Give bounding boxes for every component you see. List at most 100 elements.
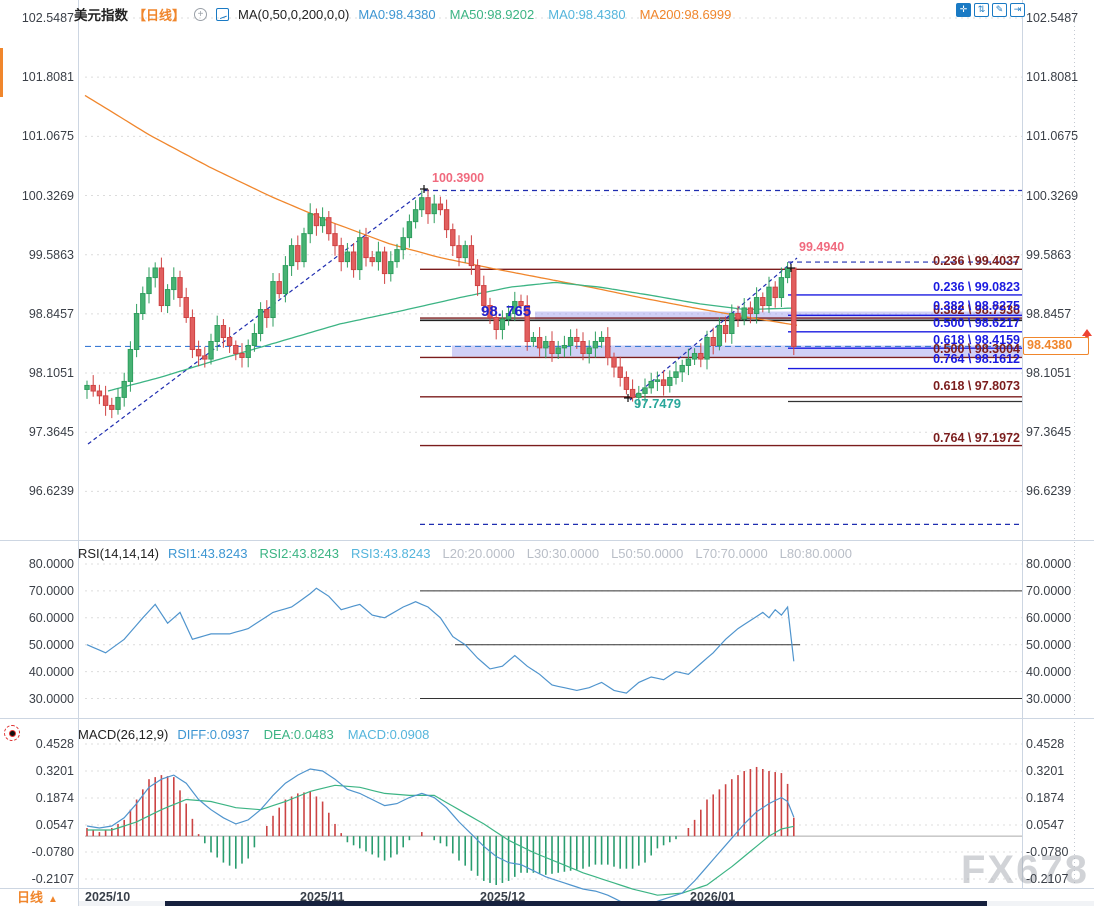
- main-axis-label-right: 97.3645: [1026, 425, 1072, 440]
- rsi-params: RSI(14,14,14): [78, 546, 159, 561]
- rsi-value: L20:20.0000: [442, 546, 515, 561]
- rsi-value: L30:30.0000: [526, 546, 600, 561]
- macd-axis-label-left: 0.1874: [35, 791, 74, 805]
- main-axis-label-left: 98.8457: [28, 306, 74, 321]
- main-axis-label-left: 102.5487: [21, 11, 74, 25]
- rsi-axis-label-left: 70.0000: [28, 583, 74, 598]
- main-axis-label-left: 101.8081: [21, 70, 74, 85]
- main-chart-header: 美元指数 【日线】 + MA(0,50,0,200,0,0) MA0:98.43…: [74, 4, 731, 24]
- fib-label-blue: 0.764 \ 98.1612: [933, 352, 1020, 366]
- rsi-value: RSI2:43.8243: [259, 546, 339, 561]
- rsi-axis-label-right: 40.0000: [1026, 664, 1072, 679]
- macd-axis-label-right: 0.4528: [1026, 737, 1065, 751]
- main-axis-label-left: 100.3269: [21, 188, 74, 203]
- ma-values: MA0:98.4380 MA50:98.9202 MA0:98.4380 MA200:…: [358, 7, 731, 22]
- fib-label-blue: 0.618 \ 98.4159: [933, 333, 1020, 347]
- ma-value: MA200:98.6999: [639, 6, 732, 22]
- rsi-axis-label-left: 30.0000: [28, 691, 74, 706]
- rsi-axis-label-left: 50.0000: [28, 637, 74, 652]
- x-axis-month-label: 2025/11: [300, 890, 345, 904]
- price-annotation: 99.4940: [799, 240, 845, 254]
- macd-value: MACD:0.0908: [347, 727, 430, 742]
- fib-label-blue: 0.500 \ 98.6217: [933, 316, 1020, 330]
- symbol-name: 美元指数: [74, 8, 128, 23]
- fib-label-red: 0.618 \ 97.8073: [933, 379, 1020, 393]
- price-annotation: 100.3900: [432, 171, 485, 185]
- macd-value: DEA:0.0483: [263, 727, 334, 742]
- macd-axis-label-left: 0.3201: [35, 764, 74, 778]
- fib-label-blue: 0.236 \ 99.0823: [933, 280, 1020, 294]
- macd-axis-label-right: 0.3201: [1026, 764, 1065, 778]
- ma-params: MA(0,50,0,200,0,0): [238, 6, 350, 22]
- axis-scale-icon[interactable]: ⇅: [974, 3, 989, 17]
- macd-params: MACD(26,12,9): [78, 727, 169, 742]
- chevron-up-icon: ▲: [48, 894, 58, 905]
- macd-value: DIFF:0.0937: [177, 727, 250, 742]
- rsi-value: RSI1:43.8243: [167, 546, 248, 561]
- ma-value: MA0:98.4380: [358, 6, 436, 22]
- rsi-axis-label-right: 50.0000: [1026, 637, 1072, 652]
- main-axis-label-left: 99.5863: [28, 247, 74, 262]
- rsi-axis-label-left: 40.0000: [28, 664, 74, 679]
- macd-header: MACD(26,12,9) DIFF:0.0937 DEA:0.0483 MACD:…: [78, 727, 429, 742]
- rsi-axis-label-right: 80.0000: [1026, 557, 1072, 571]
- left-accent-strip: [0, 48, 3, 97]
- rsi-header: RSI(14,14,14) RSI1:43.8243 RSI2:43.8243 RS…: [78, 546, 852, 561]
- x-axis-month-label: 2026/01: [690, 890, 736, 904]
- macd-axis-label-left: -0.2107: [31, 872, 74, 887]
- move-tool-icon[interactable]: ✛: [956, 3, 971, 17]
- main-axis-label-right: 101.8081: [1026, 70, 1079, 85]
- rsi-axis-label-right: 30.0000: [1026, 691, 1072, 706]
- main-axis-label-right: 101.0675: [1026, 129, 1079, 144]
- macd-axis-label-right: 0.0547: [1026, 818, 1065, 832]
- main-axis-label-left: 101.0675: [21, 129, 74, 144]
- fib-label-red: 0.764 \ 97.1972: [933, 431, 1020, 445]
- main-axis-label-right: 102.5487: [1026, 11, 1079, 25]
- fib-label-blue: 0.382 \ 98.8275: [933, 299, 1020, 313]
- rsi-axis-label-left: 60.0000: [28, 610, 74, 625]
- main-axis-label-right: 98.8457: [1026, 306, 1072, 321]
- main-axis-label-right: 100.3269: [1026, 188, 1079, 203]
- main-axis-label-left: 97.3645: [28, 425, 74, 440]
- scrollbar-thumb[interactable]: [165, 901, 987, 906]
- main-axis-label-right: 96.6239: [1026, 484, 1072, 499]
- main-axis-label-left: 96.6239: [28, 484, 74, 499]
- macd-axis-label-left: 0.0547: [35, 818, 74, 832]
- x-axis-month-label: 2025/12: [480, 890, 526, 904]
- watermark: FX678: [961, 848, 1089, 892]
- x-axis-month-label: 2025/10: [85, 890, 131, 904]
- drawing-tools-icon[interactable]: ✎: [992, 3, 1007, 17]
- main-axis-label-left: 98.1051: [28, 366, 74, 381]
- ma-value: MA50:98.9202: [449, 6, 535, 22]
- macd-axis-label-left: 0.4528: [35, 737, 74, 751]
- price-annotation: 97.7479: [634, 396, 681, 411]
- rsi-axis-label-left: 80.0000: [28, 557, 74, 571]
- fib-label-red: 0.236 \ 99.4037: [933, 254, 1020, 268]
- macd-axis-label-right: 0.1874: [1026, 791, 1065, 805]
- fib-label-red: 0.382 \ 98.7936: [933, 303, 1020, 317]
- indicator-settings-icon[interactable]: [4, 725, 20, 741]
- macd-axis-label-left: -0.0780: [31, 845, 74, 860]
- main-axis-label-right: 98.1051: [1026, 366, 1072, 381]
- chart-type-icon[interactable]: [216, 7, 230, 21]
- rsi-value: L80:80.0000: [779, 546, 852, 561]
- exit-chart-icon[interactable]: ⇥: [1010, 3, 1025, 17]
- period-tab-daily[interactable]: 日线 ▲: [0, 888, 79, 906]
- rsi-value: L50:50.0000: [611, 546, 684, 561]
- period-label[interactable]: 【日线】: [133, 7, 186, 23]
- chart-toolbar: ✛ ⇅ ✎ ⇥: [956, 3, 1025, 17]
- period-tab-label: 日线: [17, 890, 44, 905]
- plus-circle-icon[interactable]: +: [194, 7, 208, 21]
- macd-values: DIFF:0.0937 DEA:0.0483 MACD:0.0908: [177, 727, 429, 742]
- current-price-badge: 98.4380: [1023, 337, 1089, 355]
- macd-axis-label-right: -0.2107: [1026, 872, 1069, 887]
- rsi-values: RSI1:43.8243 RSI2:43.8243 RSI3:43.8243 L20:…: [168, 546, 852, 561]
- main-axis-label-right: 99.5863: [1026, 247, 1072, 262]
- rsi-axis-label-right: 60.0000: [1026, 610, 1072, 625]
- ma-value: MA0:98.4380: [548, 6, 626, 22]
- rsi-axis-label-right: 70.0000: [1026, 583, 1072, 598]
- macd-axis-label-right: -0.0780: [1026, 845, 1069, 860]
- price-annotation: 98. 765: [481, 303, 532, 320]
